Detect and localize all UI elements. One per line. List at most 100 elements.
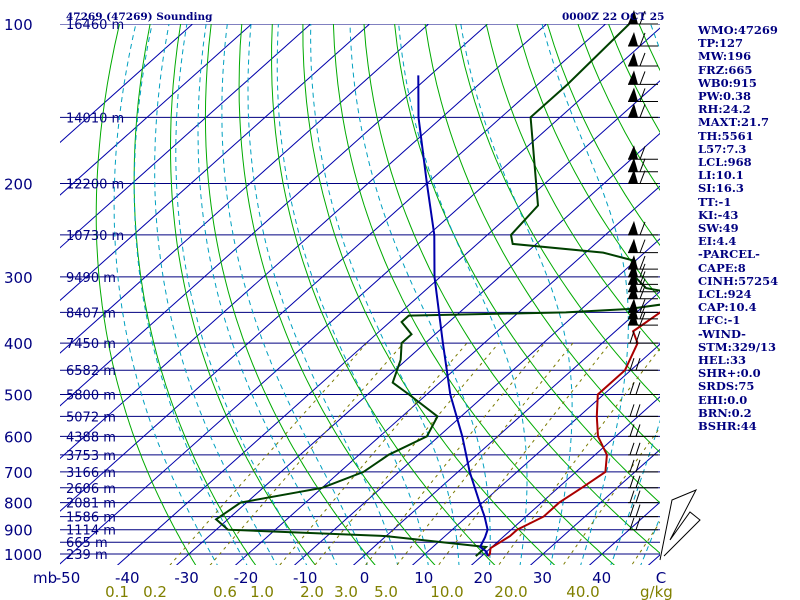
hodograph bbox=[659, 489, 701, 561]
stat-line: STM:329/13 bbox=[698, 339, 777, 354]
wind-barb-feather bbox=[629, 404, 635, 417]
wind-barb bbox=[628, 220, 658, 236]
wind-barb-feather bbox=[639, 239, 646, 253]
wind-barb-flag bbox=[628, 87, 638, 102]
isotherm-line bbox=[529, 448, 660, 565]
wind-barb bbox=[628, 382, 658, 395]
wind-barb bbox=[628, 475, 658, 489]
wind-barb-feather bbox=[639, 71, 646, 85]
wind-barb-flag bbox=[628, 238, 638, 253]
temp-tick-label: -40 bbox=[115, 569, 140, 587]
stat-line: KI:-43 bbox=[698, 207, 739, 222]
wind-barb-feather bbox=[639, 221, 646, 236]
isotherm-line bbox=[60, 24, 489, 407]
wind-barb bbox=[628, 311, 658, 326]
wind-barb bbox=[628, 31, 658, 47]
mixing-ratio-line bbox=[562, 426, 660, 565]
wind-barb bbox=[628, 10, 658, 25]
wind-barb-feather bbox=[639, 271, 646, 285]
mixing-ratio-line bbox=[169, 342, 368, 565]
wind-barb-flag bbox=[628, 270, 638, 285]
stat-line: EHI:0.0 bbox=[698, 392, 748, 407]
stat-line: SHR+:0.0 bbox=[698, 366, 761, 381]
wind-barb-flag bbox=[628, 169, 638, 184]
dry-adiabat bbox=[169, 24, 316, 565]
wind-barb-feather bbox=[635, 382, 641, 395]
dry-adiabat bbox=[302, 24, 556, 565]
chart-title: 47269 (47269) Sounding bbox=[66, 11, 213, 23]
dewpoint-line bbox=[214, 24, 660, 557]
wind-barb bbox=[628, 87, 658, 102]
stat-line: -WIND- bbox=[698, 326, 746, 341]
stat-line: SW:49 bbox=[698, 221, 739, 236]
moist-adiabat bbox=[197, 24, 338, 565]
mixing-ratio-line bbox=[438, 342, 611, 565]
mix-unit-label: g/kg bbox=[640, 583, 673, 600]
height-label: 5800 m bbox=[66, 388, 116, 403]
wind-barb-feather bbox=[639, 285, 646, 299]
temp-tick-label: -50 bbox=[56, 569, 81, 587]
dry-adiabat bbox=[204, 24, 376, 565]
wind-barb-feather bbox=[639, 255, 646, 270]
mixing-ratio-label: 10.0 bbox=[430, 583, 463, 600]
wind-barb-feather bbox=[639, 311, 646, 326]
height-label: 16460 m bbox=[66, 18, 124, 33]
wind-barb-flag bbox=[628, 298, 638, 313]
stat-line: WB0:915 bbox=[698, 75, 757, 90]
dry-adiabat bbox=[332, 24, 616, 565]
moist-adiabat bbox=[541, 24, 629, 565]
wind-barb-feather bbox=[639, 10, 646, 25]
height-label: 6582 m bbox=[66, 364, 116, 379]
dry-adiabat bbox=[424, 24, 660, 454]
wind-barb-feather bbox=[635, 504, 641, 517]
temperature-line bbox=[486, 311, 660, 557]
wind-barb-feather bbox=[639, 263, 646, 278]
stat-line: LCL:924 bbox=[698, 287, 752, 302]
temp-tick-label: 10 bbox=[414, 569, 433, 587]
isotherm-line bbox=[116, 80, 660, 565]
wind-barb-feather bbox=[629, 330, 635, 344]
height-label: 4388 m bbox=[66, 430, 116, 445]
pressure-label: 100 bbox=[4, 16, 33, 34]
wind-barb-flag bbox=[628, 255, 638, 270]
temp-tick-label: 30 bbox=[533, 569, 552, 587]
moist-adiabat bbox=[247, 24, 399, 565]
stat-line: BSHR:44 bbox=[698, 419, 757, 434]
wind-barb-feather bbox=[639, 170, 646, 184]
pressure-label: 200 bbox=[4, 176, 33, 194]
chart-datetime: 0000Z 22 OCT 25 bbox=[562, 11, 664, 23]
height-label: 239 m bbox=[66, 548, 108, 563]
dry-adiabat bbox=[95, 24, 197, 565]
height-label: 1114 m bbox=[66, 524, 116, 539]
stat-line: LCL:968 bbox=[698, 155, 752, 170]
dry-adiabat bbox=[455, 24, 660, 403]
wind-barb-feather bbox=[639, 305, 646, 320]
stat-line: WMO:47269 bbox=[698, 23, 778, 37]
wind-barb bbox=[628, 504, 658, 518]
mixing-ratio-line bbox=[314, 342, 500, 565]
isotherm-line bbox=[60, 24, 194, 144]
dry-adiabat bbox=[546, 24, 660, 247]
moist-adiabat bbox=[113, 24, 218, 565]
height-label: 3166 m bbox=[66, 466, 116, 481]
wind-barb-feather bbox=[629, 358, 635, 371]
stat-line: LI:10.1 bbox=[698, 168, 744, 183]
wind-barb bbox=[628, 145, 658, 160]
pressure-label: 1000 bbox=[4, 546, 42, 564]
stat-line: BRN:0.2 bbox=[698, 405, 752, 420]
wind-barb bbox=[628, 51, 658, 67]
dry-adiabat bbox=[238, 24, 436, 565]
isotherm-line bbox=[234, 185, 660, 565]
stat-line: L57:7.3 bbox=[698, 141, 747, 156]
moist-adiabat bbox=[221, 24, 368, 565]
wind-barb-feather bbox=[639, 158, 646, 172]
mixing-ratio-line bbox=[631, 521, 660, 565]
moist-adiabat bbox=[175, 24, 308, 565]
wind-barb-feather bbox=[629, 475, 635, 488]
temp-tick-label: 40 bbox=[592, 569, 611, 587]
height-label: 8407 m bbox=[66, 306, 116, 321]
wind-barb-feather bbox=[635, 404, 641, 417]
height-label: 10730 m bbox=[66, 229, 124, 244]
stat-line: SI:16.3 bbox=[698, 181, 744, 196]
wind-barb-flag bbox=[628, 157, 638, 172]
